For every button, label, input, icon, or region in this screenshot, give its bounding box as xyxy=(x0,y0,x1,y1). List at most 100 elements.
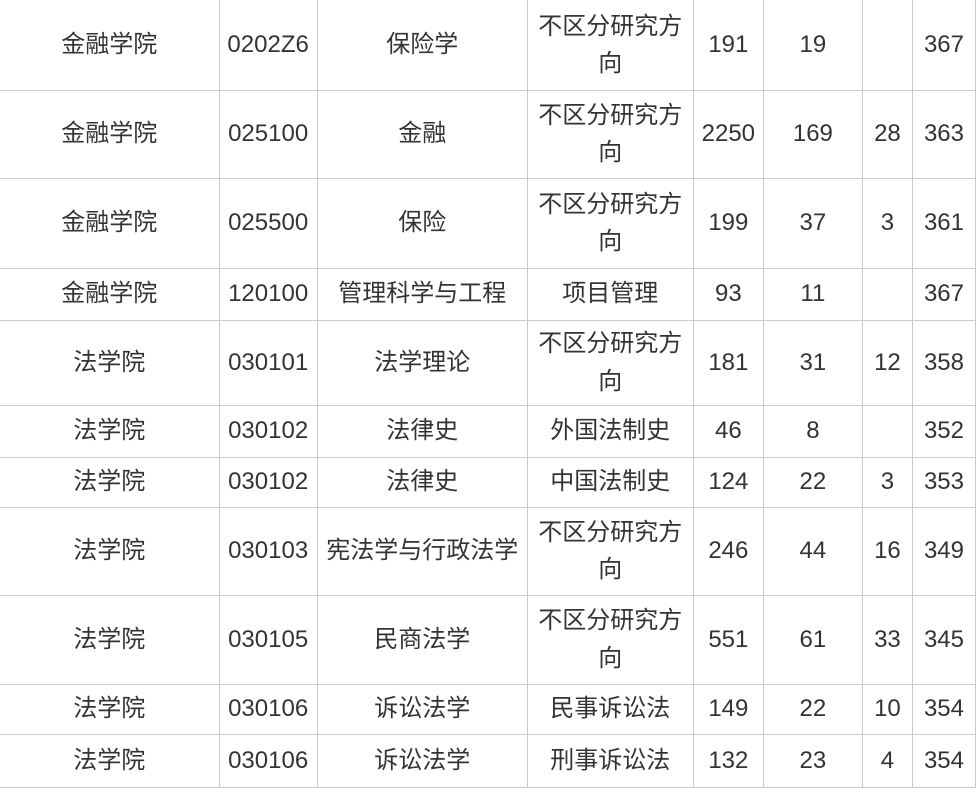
table-cell: 保险学 xyxy=(316,0,528,91)
table-cell: 22 xyxy=(762,683,863,735)
table-cell: 025100 xyxy=(218,89,318,179)
table-row: 法学院 030101 法学理论 不区分研究方向 181 31 12 358 xyxy=(0,319,977,406)
table-cell: 28 xyxy=(861,89,913,179)
table-cell: 宪法学与行政法学 xyxy=(316,506,528,596)
table-cell: 352 xyxy=(911,404,977,458)
table-cell: 23 xyxy=(762,733,863,788)
table-cell: 030106 xyxy=(218,733,318,788)
table-cell: 法学院 xyxy=(0,456,220,508)
table-cell: 030101 xyxy=(218,319,318,406)
table-cell: 93 xyxy=(692,267,764,321)
table-cell: 132 xyxy=(692,733,764,788)
table-cell: 353 xyxy=(911,456,977,508)
table-cell: 199 xyxy=(692,177,764,269)
table-row: 法学院 030103 宪法学与行政法学 不区分研究方向 246 44 16 34… xyxy=(0,506,977,596)
table-cell: 金融学院 xyxy=(0,267,220,321)
table-cell: 不区分研究方向 xyxy=(526,0,694,91)
table-cell: 法学院 xyxy=(0,594,220,685)
table-cell: 030106 xyxy=(218,683,318,735)
table-cell: 刑事诉讼法 xyxy=(526,733,694,788)
table-cell: 金融学院 xyxy=(0,0,220,91)
table-cell: 37 xyxy=(762,177,863,269)
table-cell: 16 xyxy=(861,506,913,596)
table-row: 金融学院 120100 管理科学与工程 项目管理 93 11 367 xyxy=(0,267,977,321)
table-cell: 法学院 xyxy=(0,319,220,406)
table-cell: 3 xyxy=(861,177,913,269)
table-cell: 246 xyxy=(692,506,764,596)
table-cell: 不区分研究方向 xyxy=(526,594,694,685)
table-row: 法学院 030105 民商法学 不区分研究方向 551 61 33 345 xyxy=(0,594,977,685)
table-cell: 金融 xyxy=(316,89,528,179)
table-cell: 4 xyxy=(861,733,913,788)
table-cell: 法律史 xyxy=(316,456,528,508)
table-cell: 363 xyxy=(911,89,977,179)
table-cell: 管理科学与工程 xyxy=(316,267,528,321)
table-cell: 149 xyxy=(692,683,764,735)
table-cell: 367 xyxy=(911,0,977,91)
table-row: 金融学院 025100 金融 不区分研究方向 2250 169 28 363 xyxy=(0,89,977,179)
table-cell: 8 xyxy=(762,404,863,458)
table-row: 金融学院 025500 保险 不区分研究方向 199 37 3 361 xyxy=(0,177,977,269)
table-cell: 法学院 xyxy=(0,683,220,735)
table-cell: 3 xyxy=(861,456,913,508)
table-cell: 法学院 xyxy=(0,404,220,458)
table-cell: 358 xyxy=(911,319,977,406)
table-cell: 030102 xyxy=(218,404,318,458)
table-cell: 31 xyxy=(762,319,863,406)
table-cell: 181 xyxy=(692,319,764,406)
table-cell: 法律史 xyxy=(316,404,528,458)
table-cell: 22 xyxy=(762,456,863,508)
table-cell xyxy=(861,0,913,91)
table-cell: 46 xyxy=(692,404,764,458)
table-cell: 354 xyxy=(911,683,977,735)
table-row: 法学院 030102 法律史 中国法制史 124 22 3 353 xyxy=(0,456,977,508)
table-row: 金融学院 0202Z6 保险学 不区分研究方向 191 19 367 xyxy=(0,0,977,91)
table-cell: 44 xyxy=(762,506,863,596)
table-cell: 367 xyxy=(911,267,977,321)
table-cell: 不区分研究方向 xyxy=(526,319,694,406)
table-cell: 法学院 xyxy=(0,733,220,788)
table-cell: 354 xyxy=(911,733,977,788)
table-cell: 诉讼法学 xyxy=(316,683,528,735)
table-cell: 中国法制史 xyxy=(526,456,694,508)
table-cell xyxy=(861,267,913,321)
table-cell: 2250 xyxy=(692,89,764,179)
table-cell: 10 xyxy=(861,683,913,735)
table-cell: 保险 xyxy=(316,177,528,269)
table-cell: 33 xyxy=(861,594,913,685)
table-cell: 0202Z6 xyxy=(218,0,318,91)
table-cell: 361 xyxy=(911,177,977,269)
table-cell: 项目管理 xyxy=(526,267,694,321)
table-cell: 民事诉讼法 xyxy=(526,683,694,735)
table-cell: 169 xyxy=(762,89,863,179)
table-row: 法学院 030106 诉讼法学 民事诉讼法 149 22 10 354 xyxy=(0,683,977,735)
table-cell: 124 xyxy=(692,456,764,508)
table-cell xyxy=(861,404,913,458)
table-cell: 345 xyxy=(911,594,977,685)
table-row: 法学院 030106 诉讼法学 刑事诉讼法 132 23 4 354 xyxy=(0,733,977,788)
table-cell: 030102 xyxy=(218,456,318,508)
table-cell: 551 xyxy=(692,594,764,685)
table-cell: 12 xyxy=(861,319,913,406)
table-cell: 不区分研究方向 xyxy=(526,506,694,596)
table-cell: 金融学院 xyxy=(0,89,220,179)
table-cell: 不区分研究方向 xyxy=(526,89,694,179)
table-cell: 030103 xyxy=(218,506,318,596)
table-cell: 不区分研究方向 xyxy=(526,177,694,269)
table-cell: 民商法学 xyxy=(316,594,528,685)
table-cell: 61 xyxy=(762,594,863,685)
table-cell: 法学理论 xyxy=(316,319,528,406)
table-cell: 19 xyxy=(762,0,863,91)
table-cell: 030105 xyxy=(218,594,318,685)
table-cell: 金融学院 xyxy=(0,177,220,269)
table-cell: 外国法制史 xyxy=(526,404,694,458)
table-cell: 120100 xyxy=(218,267,318,321)
table-cell: 349 xyxy=(911,506,977,596)
table-row: 法学院 030102 法律史 外国法制史 46 8 352 xyxy=(0,404,977,458)
table-cell: 诉讼法学 xyxy=(316,733,528,788)
table-cell: 法学院 xyxy=(0,506,220,596)
table-cell: 191 xyxy=(692,0,764,91)
